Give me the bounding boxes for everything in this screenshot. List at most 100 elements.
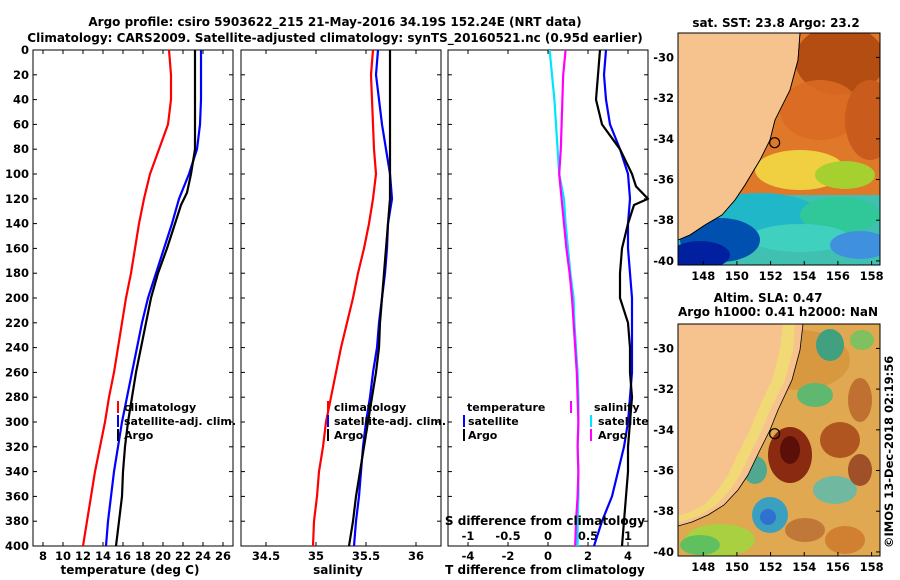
sst-map-title: sat. SST: 23.8 Argo: 23.2 <box>692 16 859 30</box>
series-line-climatology <box>81 49 173 547</box>
x-tick-label: 2 <box>584 549 592 563</box>
legend-label-satellite: satellite-adj. clim. <box>124 415 236 428</box>
map-x-tick-label: 148 <box>691 269 715 283</box>
map-y-tick-label: -40 <box>653 545 674 559</box>
temperature-legend: climatology satellite-adj. clim. Argo <box>117 401 236 442</box>
legend-swatch-t-satellite <box>463 415 465 427</box>
map-x-tick-label: 158 <box>860 269 884 283</box>
map-y-tick-label: -36 <box>653 464 674 478</box>
depth-tick-label: 260 <box>5 365 29 379</box>
legend-swatch-t-argo <box>463 429 465 441</box>
map-x-tick-label: 156 <box>826 560 850 574</box>
salinity-plot-frame <box>240 49 442 547</box>
figure-title-line2: Climatology: CARS2009. Satellite-adjuste… <box>27 31 642 46</box>
legend-swatch-argo <box>327 429 329 441</box>
map-x-tick-label: 152 <box>759 269 783 283</box>
series-line-temperature-argo <box>594 49 650 547</box>
difference-plot-frame <box>447 49 649 547</box>
x-tick-label: 24 <box>195 549 211 563</box>
sst-map-image <box>678 33 880 265</box>
depth-tick-label: 80 <box>13 142 29 156</box>
x-tick-label: 14 <box>95 549 111 563</box>
depth-tick-label: 400 <box>5 539 29 553</box>
depth-tick-label: 0 <box>21 43 29 57</box>
legend-label-argo: Argo <box>124 429 154 442</box>
difference-top-xlabel: S difference from climatology <box>445 514 645 528</box>
sst-map-frame <box>677 32 881 266</box>
depth-axis: 0 20 40 60 80 100 120 140 160 180 200 220 240 260 280 3… <box>5 43 29 553</box>
legend-label-t-satellite: satellite <box>468 415 519 428</box>
depth-tick-label: 60 <box>13 117 29 131</box>
map-y-tick-label: -36 <box>653 173 674 187</box>
depth-tick-label: 340 <box>5 465 29 479</box>
legend-label-salinity: salinity <box>594 401 640 414</box>
salinity-legend: climatology satellite-adj. clim. Argo <box>327 401 446 442</box>
top-x-tick-label: 0 <box>544 529 552 543</box>
temperature-plot-frame <box>32 49 234 547</box>
depth-tick-label: 320 <box>5 440 29 454</box>
x-tick-label: 22 <box>175 549 191 563</box>
legend-label-s-argo: Argo <box>598 429 628 442</box>
map-y-tick-label: -40 <box>653 254 674 268</box>
depth-tick-label: 280 <box>5 390 29 404</box>
x-tick-label: -4 <box>462 549 475 563</box>
x-tick-label: 26 <box>215 549 231 563</box>
x-tick-label: 12 <box>75 549 91 563</box>
depth-tick-label: 200 <box>5 291 29 305</box>
map-y-tick-label: -30 <box>653 50 674 64</box>
depth-tick-label: 220 <box>5 316 29 330</box>
x-tick-label: 34.5 <box>252 549 280 563</box>
series-line-argo <box>114 50 197 547</box>
depth-tick-label: 100 <box>5 167 29 181</box>
depth-tick-label: 160 <box>5 241 29 255</box>
sla-map-subtitle: Argo h1000: 0.41 h2000: NaN <box>678 305 878 319</box>
depth-tick-label: 300 <box>5 415 29 429</box>
sla-map-axes: 148 150 152 154 156 158 -30 -32 -34 -36 -38 -40 <box>653 341 883 574</box>
x-tick-label: 0 <box>544 549 552 563</box>
depth-tick-label: 40 <box>13 93 29 107</box>
map-y-tick-label: -30 <box>653 341 674 355</box>
legend-swatch-satellite <box>327 415 329 427</box>
map-y-tick-label: -32 <box>653 382 674 396</box>
map-y-tick-label: -32 <box>653 91 674 105</box>
legend-swatch-satellite <box>117 415 119 427</box>
sst-float-marker <box>769 137 781 149</box>
series-line-climatology <box>311 49 378 547</box>
map-x-tick-label: 156 <box>826 269 850 283</box>
top-x-tick-label: 1 <box>624 529 632 543</box>
legend-label-s-satellite: satellite <box>598 415 649 428</box>
sla-map-title: Altim. SLA: 0.47 <box>714 291 823 305</box>
salinity-xlabel: salinity <box>313 563 363 577</box>
map-x-tick-label: 154 <box>792 560 816 574</box>
legend-swatch-salinity <box>570 401 572 413</box>
legend-label-t-argo: Argo <box>468 429 498 442</box>
legend-label-climatology: climatology <box>334 401 406 414</box>
x-tick-label: 36 <box>408 549 424 563</box>
map-x-tick-label: 150 <box>725 560 749 574</box>
map-x-tick-label: 154 <box>792 269 816 283</box>
x-tick-label: 35.5 <box>352 549 380 563</box>
sst-map-axes: 148 150 152 154 156 158 -30 -32 -34 -36 -38 -40 <box>653 50 883 283</box>
legend-label-climatology: climatology <box>124 401 196 414</box>
top-x-tick-label: 0.5 <box>578 529 598 543</box>
legend-swatch-s-argo <box>590 429 592 441</box>
map-y-tick-label: -34 <box>653 423 674 437</box>
series-line-satellite-adj-clim- <box>104 50 203 547</box>
map-x-tick-label: 152 <box>759 560 783 574</box>
map-y-tick-label: -34 <box>653 132 674 146</box>
sla-map-frame <box>677 323 881 557</box>
x-tick-label: 35 <box>308 549 324 563</box>
sla-map-image <box>678 324 880 556</box>
depth-tick-label: 20 <box>13 68 29 82</box>
series-line-salinity-argo <box>558 49 580 547</box>
x-tick-label: 20 <box>155 549 171 563</box>
depth-tick-label: 360 <box>5 489 29 503</box>
x-tick-label: -2 <box>502 549 515 563</box>
difference-panel: -4 -2 0 2 4 -1 -0.5 0 0.5 1 <box>447 49 650 563</box>
top-x-tick-label: -0.5 <box>495 529 520 543</box>
x-tick-label: 8 <box>39 549 47 563</box>
legend-label-satellite: satellite-adj. clim. <box>334 415 446 428</box>
difference-xlabel: T difference from climatology <box>445 563 645 577</box>
legend-swatch-climatology <box>327 401 329 413</box>
